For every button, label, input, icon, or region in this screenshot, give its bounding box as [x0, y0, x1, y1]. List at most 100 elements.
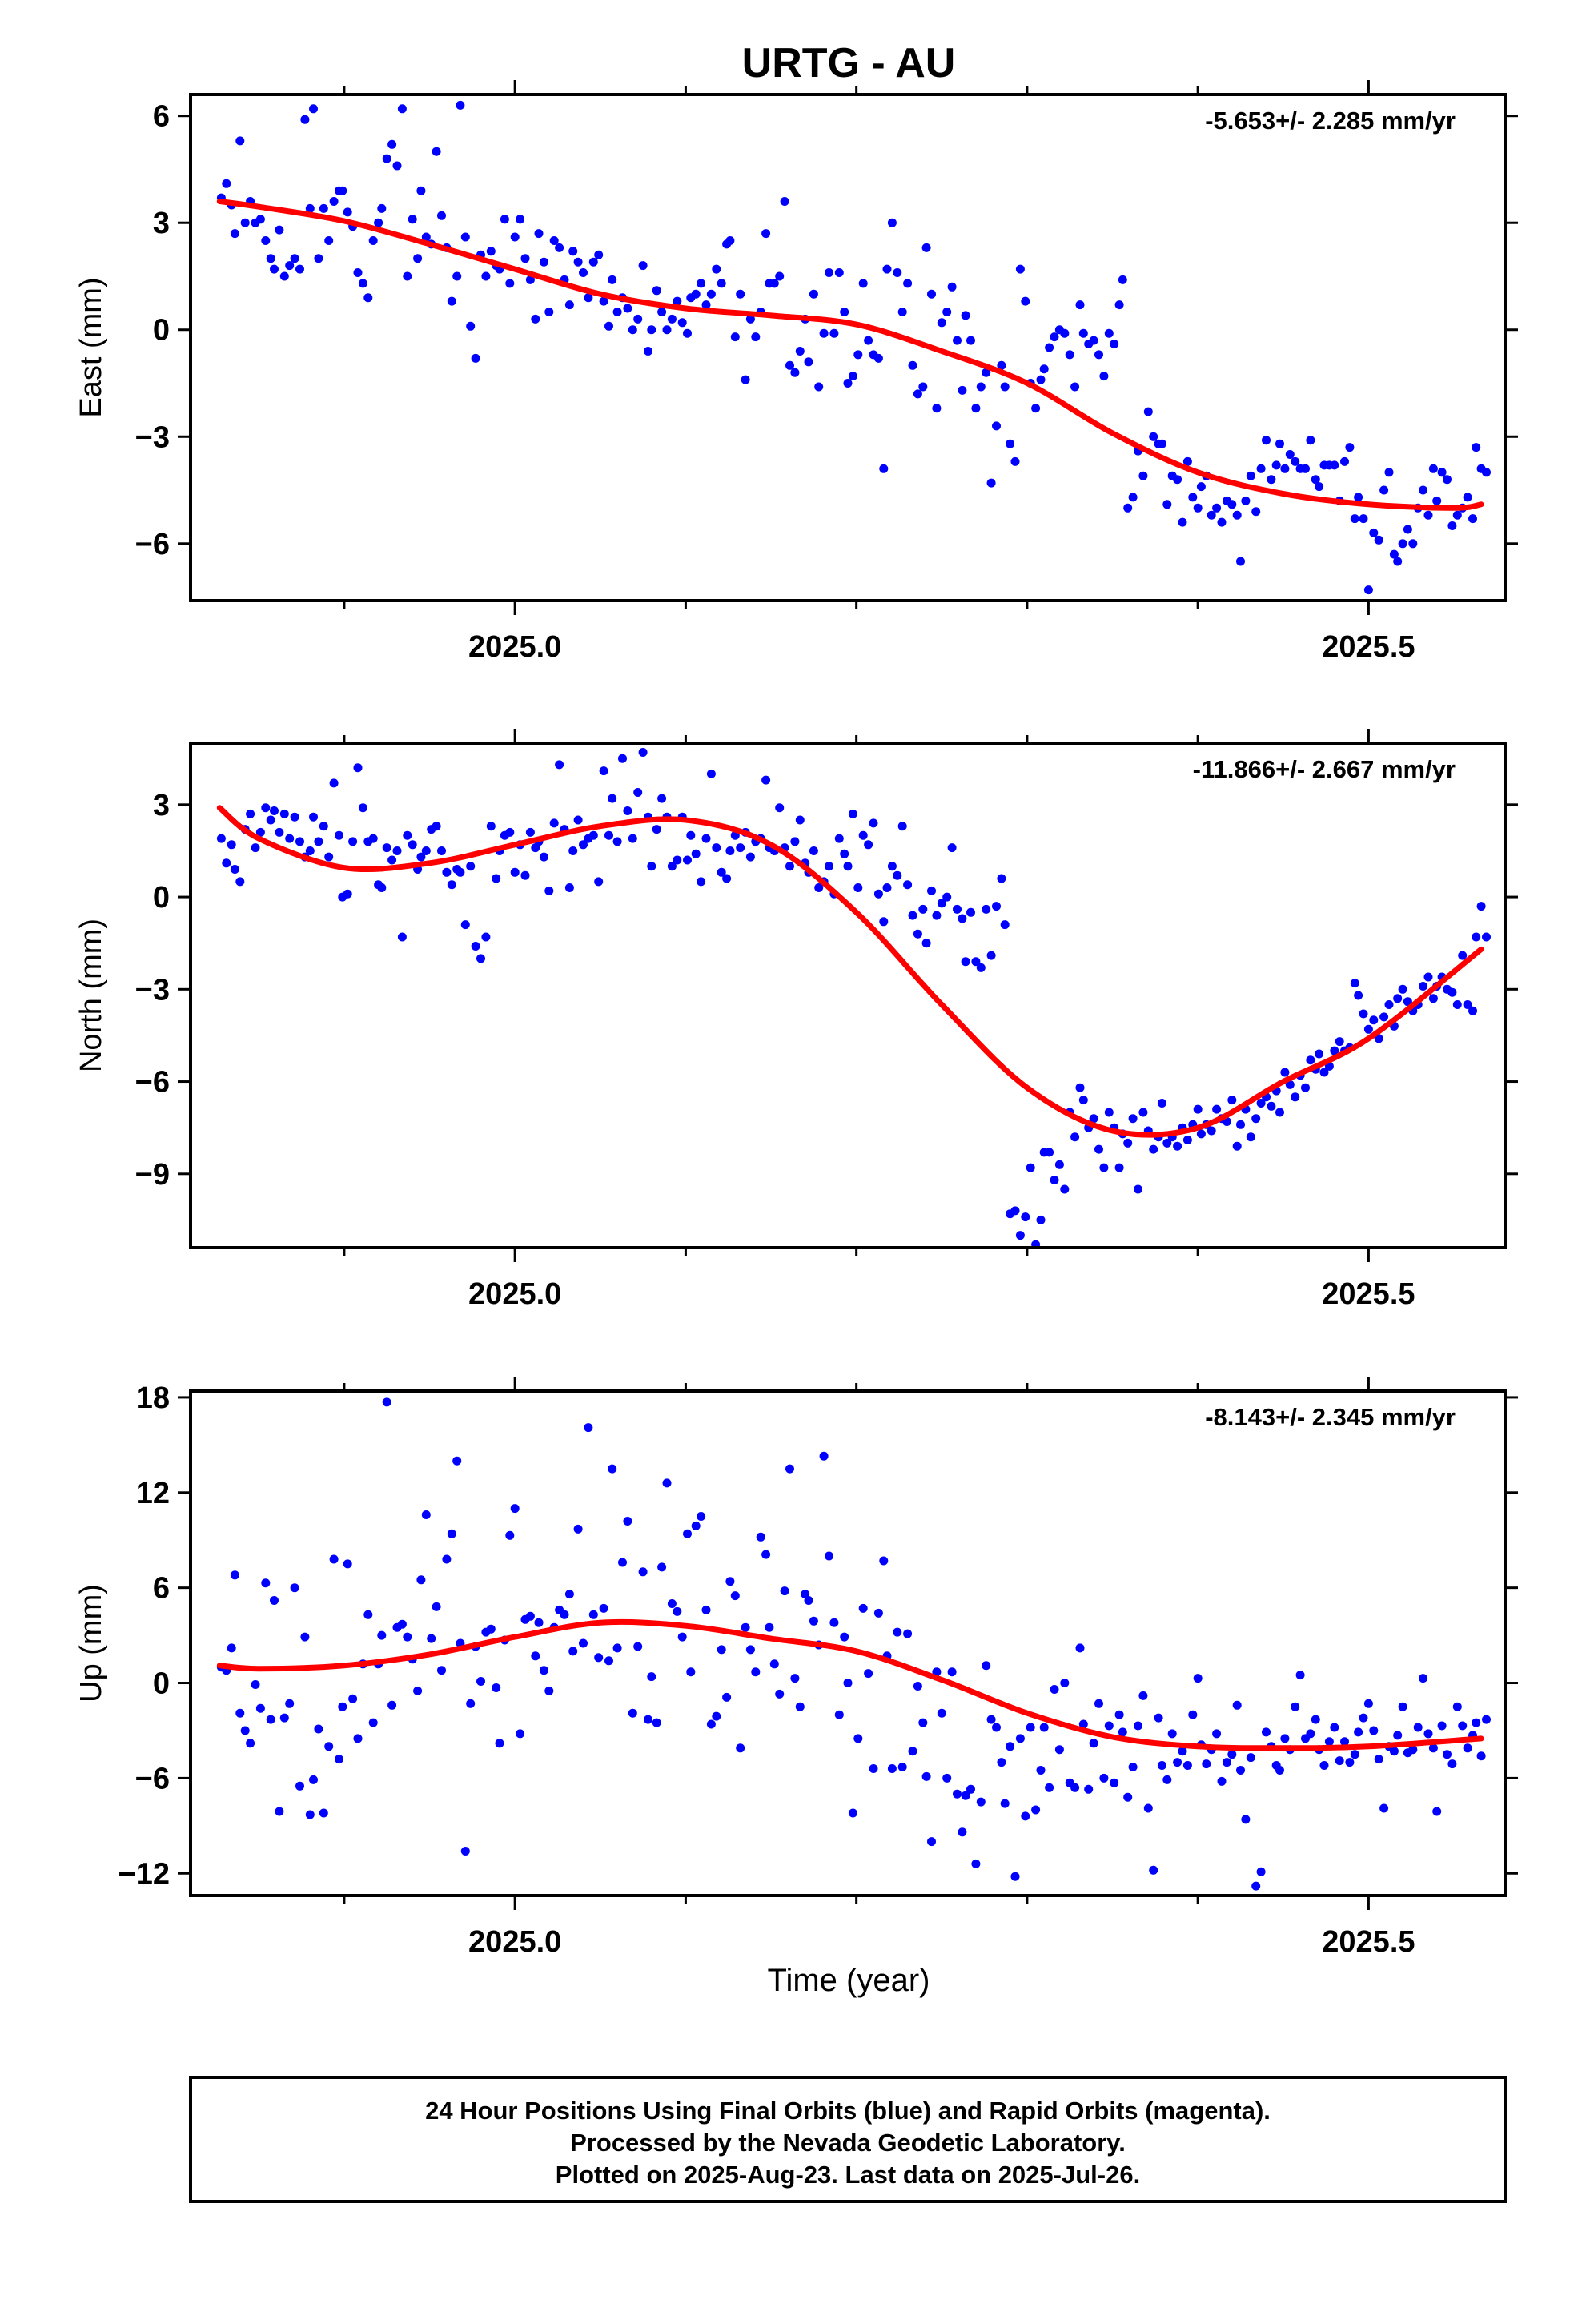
up-point [382, 1397, 391, 1407]
north-ytick-label: 3 [153, 789, 170, 822]
east-point [712, 264, 721, 274]
north-point [544, 886, 554, 895]
east-point [897, 308, 907, 316]
north-point [745, 852, 755, 862]
north-point [588, 830, 598, 840]
up-point [584, 1423, 593, 1433]
up-point [775, 1689, 785, 1699]
east-point [1015, 264, 1025, 274]
north-point [476, 954, 485, 963]
up-point [421, 1510, 431, 1519]
north-point [1423, 972, 1433, 982]
east-point [539, 257, 548, 267]
east-point [829, 328, 839, 338]
up-point [722, 1692, 732, 1702]
north-point [251, 843, 260, 853]
east-point [1010, 456, 1020, 466]
north-point [1335, 1037, 1344, 1047]
east-point [329, 197, 339, 206]
north-point [377, 883, 387, 892]
up-point [612, 1643, 622, 1653]
north-point [1256, 1099, 1266, 1108]
north-point [961, 957, 970, 967]
north-point [442, 867, 452, 877]
up-point [966, 1784, 975, 1794]
north-point [633, 788, 643, 797]
east-point [913, 389, 922, 399]
up-point [893, 1627, 902, 1637]
up-point [255, 1703, 265, 1713]
up-point [662, 1478, 672, 1488]
east-point [882, 264, 892, 274]
up-point [343, 1559, 352, 1569]
up-point [427, 1634, 436, 1643]
east-point [858, 279, 868, 288]
east-point [531, 314, 540, 324]
east-point [673, 296, 682, 306]
east-point [377, 203, 387, 213]
north-point [343, 889, 352, 899]
up-point [1447, 1759, 1457, 1769]
up-point [1178, 1747, 1187, 1756]
up-point [927, 1837, 936, 1847]
east-point [290, 254, 299, 263]
east-point [701, 300, 711, 310]
up-point [1202, 1759, 1211, 1769]
up-point [1089, 1739, 1098, 1748]
north-point [1482, 932, 1491, 942]
east-point [1306, 436, 1315, 445]
east-point [466, 321, 476, 331]
east-point [358, 279, 367, 288]
east-point [1256, 464, 1266, 473]
up-point [683, 1529, 692, 1538]
up-point [633, 1642, 643, 1651]
north-point [1026, 1163, 1035, 1172]
up-point [761, 1550, 771, 1559]
east-point [1369, 528, 1379, 537]
up-xtick-label: 2025.0 [468, 1925, 561, 1959]
north-point [319, 822, 328, 831]
up-point [309, 1775, 318, 1784]
up-point [510, 1504, 520, 1514]
up-point [1295, 1671, 1305, 1680]
up-point [452, 1456, 462, 1466]
east-point [730, 332, 740, 342]
north-point [1162, 1138, 1172, 1148]
up-fit-line [216, 1618, 1484, 1751]
east-ytick-label: 0 [153, 314, 170, 348]
north-point [266, 815, 275, 825]
up-point [1428, 1743, 1438, 1753]
up-point [1060, 1679, 1070, 1687]
up-point [539, 1666, 548, 1675]
north-point [971, 957, 981, 967]
up-point [706, 1719, 716, 1729]
north-point [1447, 987, 1457, 997]
up-point [908, 1747, 917, 1756]
up-point [560, 1610, 569, 1619]
up-point [447, 1529, 456, 1538]
east-point [432, 147, 441, 156]
east-point [843, 379, 853, 388]
north-point [1291, 1092, 1300, 1102]
north-point [1398, 984, 1407, 994]
up-point [1039, 1723, 1049, 1732]
panels: 2025.0 2025.5 6 3 0 −3 −6 -5.653+/- 2.285 mm/yr… [74, 80, 1518, 1959]
north-point [246, 809, 255, 818]
footer-line-2: Processed by the Nevada Geodetic Laborat… [570, 2129, 1126, 2157]
north-point [986, 951, 996, 960]
north-point [1236, 1120, 1245, 1129]
east-point [471, 353, 480, 363]
east-point [825, 268, 833, 277]
up-point [531, 1651, 540, 1661]
north-point [222, 858, 231, 868]
up-point [644, 1715, 652, 1724]
north-point [869, 818, 878, 828]
up-point [588, 1610, 598, 1619]
north-point [1078, 1096, 1088, 1105]
north-point [230, 865, 239, 874]
east-point [761, 229, 771, 239]
up-point [397, 1619, 407, 1629]
north-point [1275, 1108, 1284, 1117]
up-point [1340, 1737, 1349, 1747]
up-point [1262, 1727, 1271, 1737]
